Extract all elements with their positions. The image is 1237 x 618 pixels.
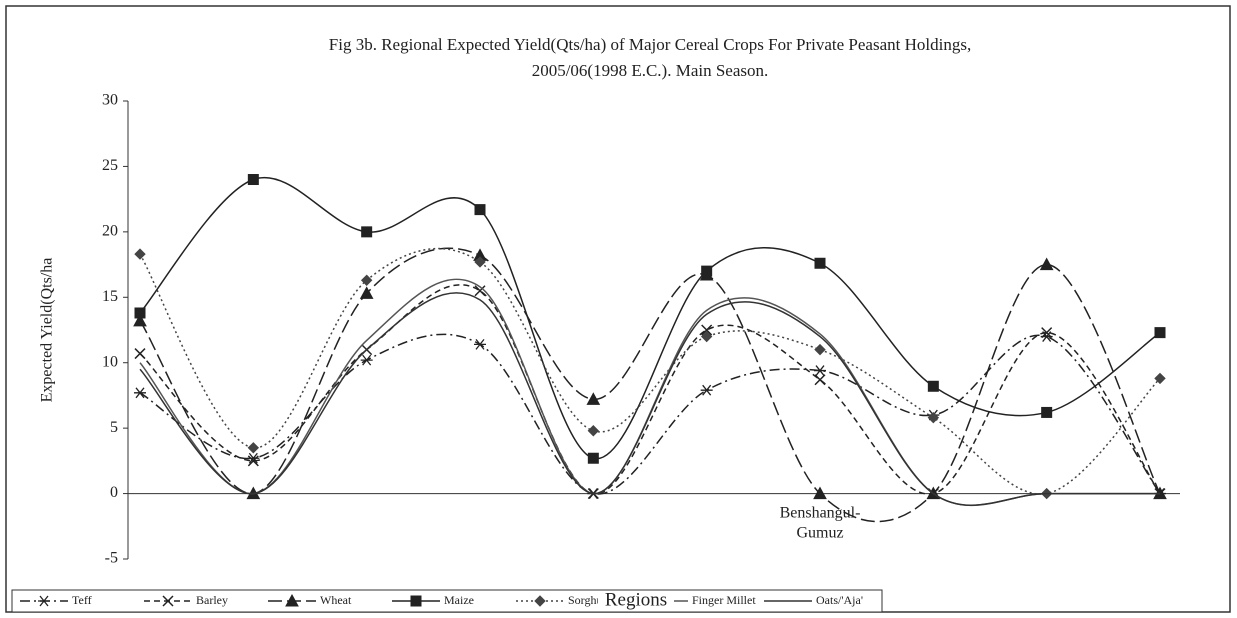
x-tick-label-part: Benshangul- [780,504,861,521]
y-axis-label: Expected Yield(Qts/ha [39,258,56,403]
marker [1154,372,1166,385]
marker [359,286,374,299]
y-tick-label: 20 [102,223,118,240]
marker [814,365,826,376]
marker [38,595,50,607]
marker [410,595,422,607]
marker [1041,406,1053,418]
legend-label: Maize [444,593,474,607]
marker [700,384,713,396]
marker [587,425,600,437]
marker [474,204,486,216]
marker [814,374,826,386]
marker [134,348,146,360]
marker [134,387,146,399]
x-tick-label-part: Gumuz [796,524,843,541]
chart-border [5,5,1231,613]
marker [285,593,299,607]
series-line [139,176,1161,460]
legend-label: Oats/'Aja' [816,593,863,607]
marker [1041,327,1053,339]
series-line [139,247,1161,495]
marker [134,248,146,260]
y-tick-label: 25 [102,157,118,174]
legend-label: Barley [196,593,228,607]
y-tick-label: -5 [105,550,118,567]
marker [1039,257,1054,271]
marker [474,256,486,268]
marker [247,452,260,464]
marker [1154,327,1166,339]
marker [162,595,174,607]
marker [247,442,260,454]
series-line [139,278,1160,507]
chart-subtitle: 2005/06(1998 E.C.). Main Season. [532,61,769,80]
legend-label: Finger Millet [692,593,756,607]
marker [586,392,601,405]
legend-label: Teff [72,593,92,607]
marker [814,343,826,356]
marker [813,486,827,500]
marker [474,285,486,297]
marker [360,274,373,286]
marker [360,354,373,366]
marker [927,411,940,424]
marker [247,455,259,467]
legend-label: Wheat [320,593,352,607]
x-axis-label: Regions [605,589,667,610]
y-tick-label: 5 [110,419,118,436]
marker [247,174,259,186]
marker [927,380,939,392]
x-axis-label-bg [598,592,674,610]
series-line [139,292,1160,506]
y-tick-label: 15 [102,288,118,305]
marker [474,338,486,350]
series-line [139,284,1161,495]
marker [587,452,599,464]
marker [701,265,713,277]
marker [134,307,146,319]
marker [361,226,373,238]
y-tick-label: 10 [102,353,118,370]
series-line [139,247,1161,523]
marker [133,313,147,327]
marker [814,257,826,269]
marker [700,330,713,343]
marker [534,595,546,607]
y-tick-label: 30 [102,92,118,109]
x-tick-label: Benshangul- Gumuz [780,504,861,541]
marker [701,324,713,336]
y-tick-label: 0 [110,484,118,501]
chart-title: Fig 3b. Regional Expected Yield(Qts/ha) … [329,35,971,54]
